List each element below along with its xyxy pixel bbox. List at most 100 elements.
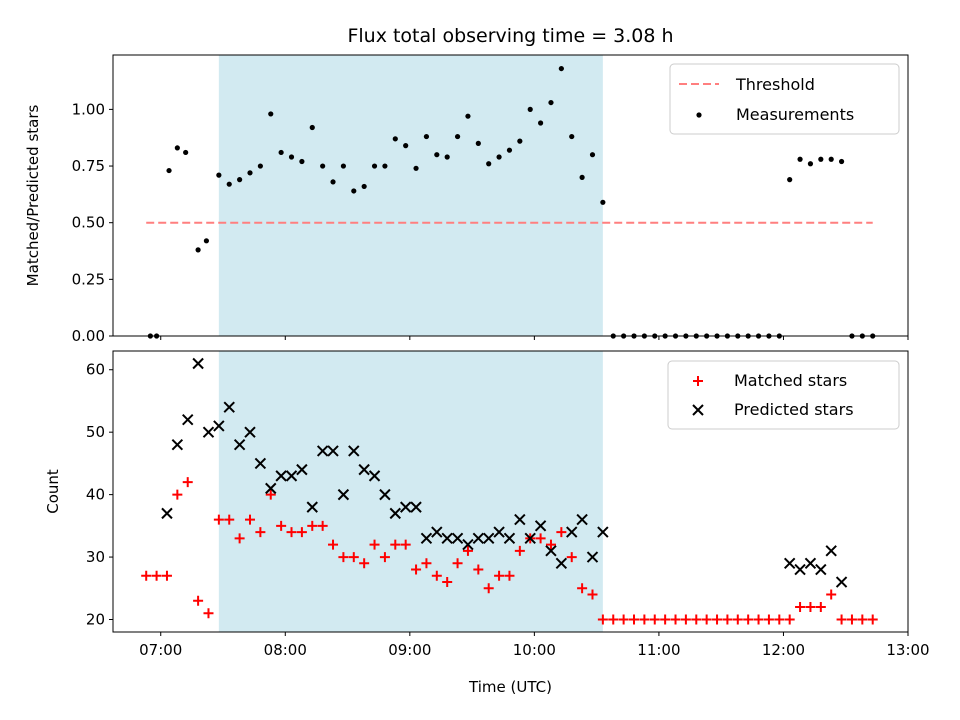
- predicted-star-point-18: [348, 445, 360, 457]
- matched-star-point-29: [442, 577, 453, 588]
- matched-star-point-33: [483, 583, 494, 594]
- top-panel: 0.00 0.25 0.50 0.75 1.00 Flux total observing…: [24, 25, 909, 345]
- matched-star-point-67: [836, 614, 847, 625]
- predicted-star-point-12: [285, 470, 298, 482]
- measurement-point-19: [340, 163, 347, 169]
- matched-star-point-26: [411, 564, 422, 575]
- matched-star-point-14: [286, 527, 297, 538]
- matched-star-point-3: [172, 489, 183, 500]
- matched-star-point-21: [359, 558, 370, 569]
- legend-matched-swatch: [693, 376, 703, 386]
- observing-span-shade: [218, 55, 603, 336]
- measurement-point-22: [371, 163, 378, 169]
- matched-star-point-57: [732, 614, 743, 625]
- matched-star-point-63: [795, 602, 806, 613]
- predicted-star-point-44: [794, 563, 806, 576]
- measurement-point-66: [828, 156, 834, 162]
- measurement-point-12: [268, 111, 274, 117]
- measurement-point-8: [226, 181, 232, 187]
- matched-star-point-8: [224, 514, 235, 525]
- predicted-star-point-5: [213, 420, 225, 432]
- matched-star-point-15: [296, 527, 307, 538]
- matched-star-point-69: [857, 614, 868, 625]
- bottom-y-axis-label: Count: [44, 469, 62, 514]
- measurement-point-15: [299, 158, 305, 165]
- bottom-y-tick-label-0: 20: [86, 611, 105, 629]
- predicted-star-point-13: [296, 463, 308, 476]
- measurement-point-42: [579, 174, 585, 180]
- matched-star-point-27: [421, 558, 432, 569]
- matched-star-point-4: [182, 477, 193, 488]
- legend-measurements-label: Measurements: [736, 105, 854, 124]
- legend-matched-label: Matched stars: [734, 371, 847, 390]
- bottom-legend-box: [667, 360, 900, 430]
- measurement-point-24: [392, 136, 398, 142]
- matched-star-point-60: [763, 614, 774, 625]
- measurement-point-36: [517, 138, 523, 144]
- measurement-point-3: [174, 145, 180, 151]
- matched-star-point-56: [722, 614, 733, 625]
- predicted-star-point-14: [306, 501, 318, 513]
- matched-star-point-38: [535, 533, 546, 544]
- bottom-y-tick-label-1: 30: [86, 548, 105, 566]
- predicted-star-point-29: [462, 538, 474, 551]
- predicted-star-point-3: [192, 357, 204, 370]
- legend-predicted-swatch: [692, 404, 704, 416]
- measurement-point-16: [309, 124, 315, 131]
- matched-star-point-64: [805, 602, 816, 613]
- measurement-point-17: [320, 163, 326, 169]
- measurement-point-18: [330, 179, 336, 185]
- matched-star-point-18: [328, 539, 339, 550]
- predicted-star-point-40: [576, 513, 588, 526]
- matched-star-point-19: [338, 552, 349, 563]
- measurement-point-20: [351, 188, 357, 194]
- predicted-star-point-45: [804, 557, 817, 570]
- predicted-star-point-24: [410, 501, 422, 513]
- measurement-point-2: [166, 167, 172, 174]
- matched-star-point-43: [587, 589, 598, 600]
- measurement-point-13: [278, 149, 284, 156]
- chart-title: Flux total observing time = 3.08 h: [347, 25, 673, 47]
- predicted-star-point-35: [524, 532, 536, 545]
- measurement-point-63: [797, 156, 803, 162]
- top-y-tick-label-3: 0.75: [72, 157, 105, 175]
- predicted-star-point-43: [783, 557, 796, 570]
- predicted-star-point-7: [233, 438, 246, 451]
- matched-star-point-30: [452, 558, 463, 569]
- measurement-point-6: [203, 238, 210, 244]
- measurement-point-35: [506, 147, 513, 153]
- top-legend: Threshold Measurements: [669, 63, 900, 135]
- predicted-star-point-28: [451, 532, 464, 545]
- top-y-tick-label-0: 0.00: [72, 327, 105, 345]
- predicted-star-point-47: [825, 545, 837, 557]
- measurement-point-41: [569, 133, 575, 140]
- matched-star-point-45: [608, 614, 619, 625]
- matched-star-point-10: [244, 514, 255, 525]
- matched-star-point-42: [577, 583, 588, 594]
- predicted-star-point-33: [503, 532, 516, 545]
- matched-star-point-53: [691, 614, 702, 625]
- predicted-star-point-31: [482, 532, 495, 545]
- predicted-star-point-36: [534, 520, 547, 532]
- measurement-point-30: [454, 133, 461, 140]
- measurement-point-26: [413, 165, 419, 171]
- x-tick-label-0: 07:00: [139, 641, 182, 659]
- top-y-tick-label-2: 0.50: [72, 214, 105, 232]
- matched-star-point-52: [680, 614, 691, 625]
- x-tick-label-6: 13:00: [886, 641, 929, 659]
- bottom-y-tick-label-3: 50: [86, 423, 105, 441]
- legend-measurements-swatch: [696, 112, 702, 118]
- matched-star-point-9: [234, 533, 245, 544]
- predicted-star-point-10: [265, 482, 277, 495]
- matched-star-point-13: [276, 520, 287, 531]
- predicted-star-point-23: [399, 501, 412, 513]
- measurement-point-28: [434, 152, 440, 158]
- predicted-star-point-20: [368, 470, 381, 482]
- measurement-point-34: [496, 154, 502, 160]
- matched-star-point-23: [379, 552, 390, 563]
- matched-star-point-12: [265, 489, 276, 500]
- matched-star-point-6: [203, 608, 214, 619]
- matched-star-point-59: [753, 614, 764, 625]
- measurement-point-62: [787, 177, 793, 183]
- measurement-point-21: [361, 183, 367, 190]
